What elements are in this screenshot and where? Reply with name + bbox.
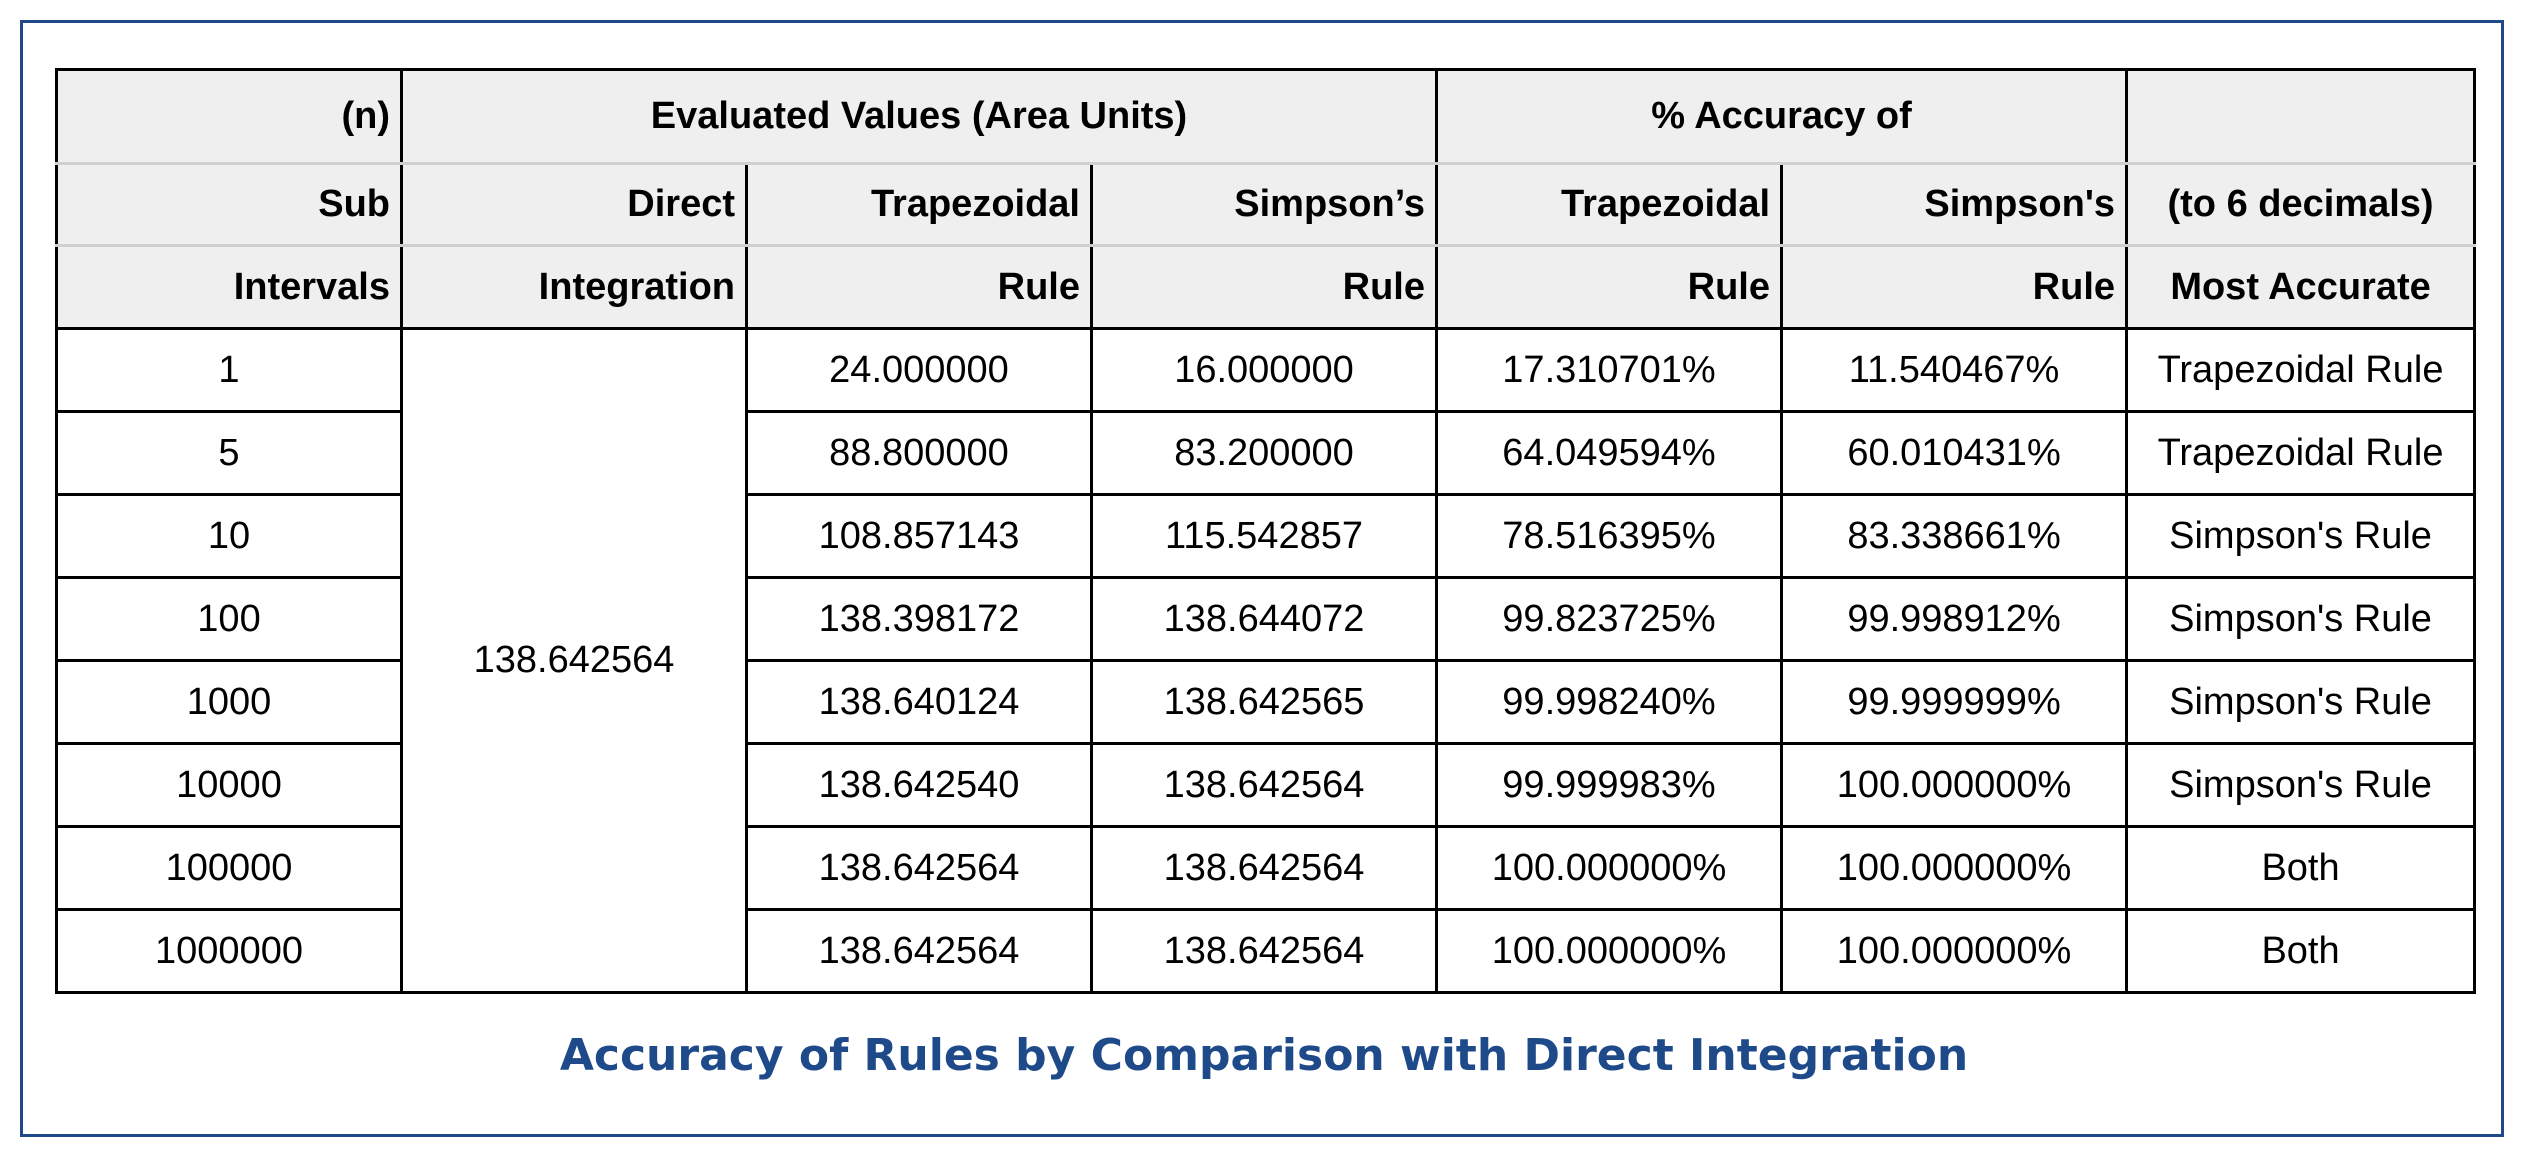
figure-caption: Accuracy of Rules by Comparison with Dir… — [559, 1030, 1969, 1081]
header-accuracy-of: % Accuracy of — [1435, 68, 2129, 165]
cell-trapezoidal: 138.642540 — [745, 742, 1093, 828]
cell-trapezoidal-accuracy: 17.310701% — [1435, 327, 1784, 413]
cell-simpsons: 138.642564 — [1089, 742, 1439, 828]
cell-trapezoidal-accuracy: 99.999983% — [1435, 742, 1784, 828]
table-row: 1000000 138.642564 138.642564 100.000000… — [55, 908, 2477, 994]
header-simpsons-accuracy-rule: Rule — [1780, 244, 2129, 330]
cell-trapezoidal-accuracy: 100.000000% — [1435, 825, 1784, 911]
cell-n: 100000 — [55, 825, 403, 911]
cell-direct-integration: 138.642564 — [400, 327, 748, 994]
cell-trapezoidal-accuracy: 78.516395% — [1435, 493, 1784, 579]
cell-simpsons-accuracy: 99.999999% — [1780, 659, 2129, 745]
header-n: (n) — [55, 68, 403, 165]
cell-trapezoidal: 108.857143 — [745, 493, 1093, 579]
header-integration: Integration — [400, 244, 748, 330]
table-row: 10 108.857143 115.542857 78.516395% 83.3… — [55, 493, 2477, 579]
cell-trapezoidal-accuracy: 64.049594% — [1435, 410, 1784, 496]
table-row: 10000 138.642540 138.642564 99.999983% 1… — [55, 742, 2477, 828]
header-blank — [2125, 68, 2477, 165]
cell-most-accurate: Both — [2125, 908, 2477, 994]
header-most-accurate: Most Accurate — [2125, 244, 2477, 330]
cell-n: 10000 — [55, 742, 403, 828]
cell-simpsons: 138.642564 — [1089, 825, 1439, 911]
header-simpsons-accuracy: Simpson's — [1780, 162, 2129, 247]
cell-trapezoidal-accuracy: 99.998240% — [1435, 659, 1784, 745]
header-direct: Direct — [400, 162, 748, 247]
header-intervals: Intervals — [55, 244, 403, 330]
cell-trapezoidal: 88.800000 — [745, 410, 1093, 496]
cell-most-accurate: Simpson's Rule — [2125, 493, 2477, 579]
cell-n: 5 — [55, 410, 403, 496]
cell-simpsons-accuracy: 100.000000% — [1780, 742, 2129, 828]
cell-simpsons-accuracy: 60.010431% — [1780, 410, 2129, 496]
table-row: 100 138.398172 138.644072 99.823725% 99.… — [55, 576, 2477, 662]
header-trapezoidal-accuracy: Trapezoidal — [1435, 162, 1784, 247]
header-decimals: (to 6 decimals) — [2125, 162, 2477, 247]
header-simpsons: Simpson’s — [1089, 162, 1439, 247]
table-row: 5 88.800000 83.200000 64.049594% 60.0104… — [55, 410, 2477, 496]
cell-most-accurate: Both — [2125, 825, 2477, 911]
header-trapezoidal-accuracy-rule: Rule — [1435, 244, 1784, 330]
cell-simpsons-accuracy: 99.998912% — [1780, 576, 2129, 662]
cell-trapezoidal: 138.642564 — [745, 908, 1093, 994]
header-row-1: (n) Evaluated Values (Area Units) % Accu… — [55, 68, 2477, 165]
figure-frame — [20, 20, 2504, 1137]
table-row: 1 138.642564 24.000000 16.000000 17.3107… — [55, 327, 2477, 994]
header-trapezoidal: Trapezoidal — [745, 162, 1093, 247]
header-row-3: Intervals Integration Rule Rule Rule Rul… — [55, 244, 2477, 330]
header-sub: Sub — [55, 162, 403, 247]
accuracy-table: (n) Evaluated Values (Area Units) % Accu… — [55, 68, 2477, 994]
cell-simpsons: 83.200000 — [1089, 410, 1439, 496]
cell-trapezoidal: 138.398172 — [745, 576, 1093, 662]
cell-simpsons-accuracy: 83.338661% — [1780, 493, 2129, 579]
header-evaluated-values: Evaluated Values (Area Units) — [399, 68, 1439, 165]
header-row-2: Sub Direct Trapezoidal Simpson’s Trapezo… — [55, 162, 2477, 247]
cell-simpsons: 16.000000 — [1089, 327, 1439, 413]
table-row: 1000 138.640124 138.642565 99.998240% 99… — [55, 659, 2477, 745]
table-row: 100000 138.642564 138.642564 100.000000%… — [55, 825, 2477, 911]
cell-most-accurate: Trapezoidal Rule — [2125, 327, 2477, 413]
cell-most-accurate: Trapezoidal Rule — [2125, 410, 2477, 496]
cell-n: 10 — [55, 493, 403, 579]
cell-simpsons-accuracy: 100.000000% — [1780, 825, 2129, 911]
cell-trapezoidal: 138.642564 — [745, 825, 1093, 911]
cell-most-accurate: Simpson's Rule — [2125, 576, 2477, 662]
cell-trapezoidal: 24.000000 — [745, 327, 1093, 413]
cell-most-accurate: Simpson's Rule — [2125, 742, 2477, 828]
cell-simpsons: 138.642565 — [1089, 659, 1439, 745]
cell-n: 1000000 — [55, 908, 403, 994]
cell-trapezoidal-accuracy: 99.823725% — [1435, 576, 1784, 662]
cell-n: 1000 — [55, 659, 403, 745]
table-body: (n) Evaluated Values (Area Units) % Accu… — [55, 68, 2477, 994]
cell-simpsons: 138.642564 — [1089, 908, 1439, 994]
header-trapezoidal-rule: Rule — [745, 244, 1093, 330]
header-simpsons-rule: Rule — [1089, 244, 1439, 330]
cell-n: 100 — [55, 576, 403, 662]
cell-simpsons-accuracy: 100.000000% — [1780, 908, 2129, 994]
cell-trapezoidal: 138.640124 — [745, 659, 1093, 745]
cell-simpsons: 115.542857 — [1089, 493, 1439, 579]
cell-n: 1 — [55, 327, 403, 413]
cell-simpsons: 138.644072 — [1089, 576, 1439, 662]
cell-trapezoidal-accuracy: 100.000000% — [1435, 908, 1784, 994]
cell-simpsons-accuracy: 11.540467% — [1780, 327, 2129, 413]
cell-most-accurate: Simpson's Rule — [2125, 659, 2477, 745]
